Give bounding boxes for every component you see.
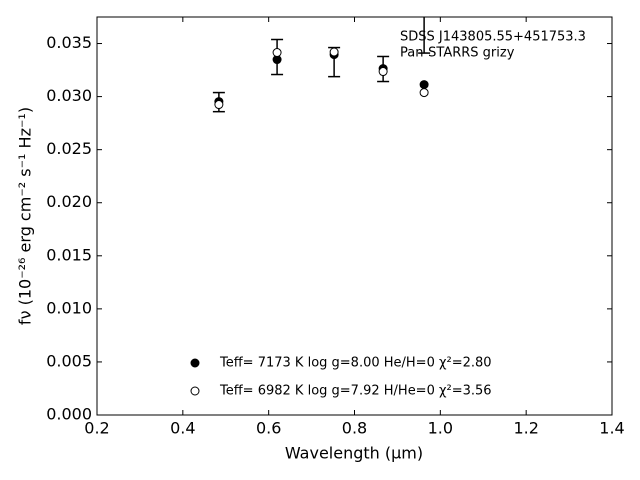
data-point [272, 48, 282, 58]
data-point [419, 80, 429, 90]
data-point [378, 67, 388, 77]
x-tick-label: 0.8 [342, 419, 367, 438]
x-tick-label: 0.6 [256, 419, 281, 438]
data-point [214, 100, 224, 110]
y-tick-label: 0.005 [46, 351, 92, 370]
legend-marker [190, 358, 200, 368]
legend-label: Teff= 7173 K log g=8.00 He/H=0 χ²=2.80 [219, 356, 492, 371]
plot-area [212, 17, 431, 113]
x-tick-label: 1.0 [428, 419, 453, 438]
y-tick-label: 0.030 [46, 86, 92, 105]
y-tick-label: 0.035 [46, 33, 92, 52]
y-tick-label: 0.025 [46, 139, 92, 158]
x-tick-label: 0.4 [170, 419, 195, 438]
annotation: SDSS J143805.55+451753.3 [400, 30, 586, 45]
y-tick-label: 0.015 [46, 245, 92, 264]
annotation: Pan-STARRS grizy [400, 46, 515, 61]
x-tick-label: 0.2 [84, 419, 109, 438]
x-tick-label: 1.4 [599, 419, 624, 438]
data-point [419, 88, 429, 98]
y-tick-label: 0.010 [46, 298, 92, 317]
x-axis-label: Wavelength (μm) [285, 444, 423, 463]
x-tick-label: 1.2 [513, 419, 538, 438]
legend-marker [190, 386, 200, 396]
y-tick-label: 0.000 [46, 405, 92, 424]
y-axis-label: fν (10⁻²⁶ erg cm⁻² s⁻¹ Hz⁻¹) [16, 107, 35, 325]
error-bar [418, 17, 431, 54]
data-point [329, 47, 339, 57]
legend-label: Teff= 6982 K log g=7.92 H/He=0 χ²=3.56 [219, 384, 492, 399]
y-tick-label: 0.020 [46, 192, 92, 211]
